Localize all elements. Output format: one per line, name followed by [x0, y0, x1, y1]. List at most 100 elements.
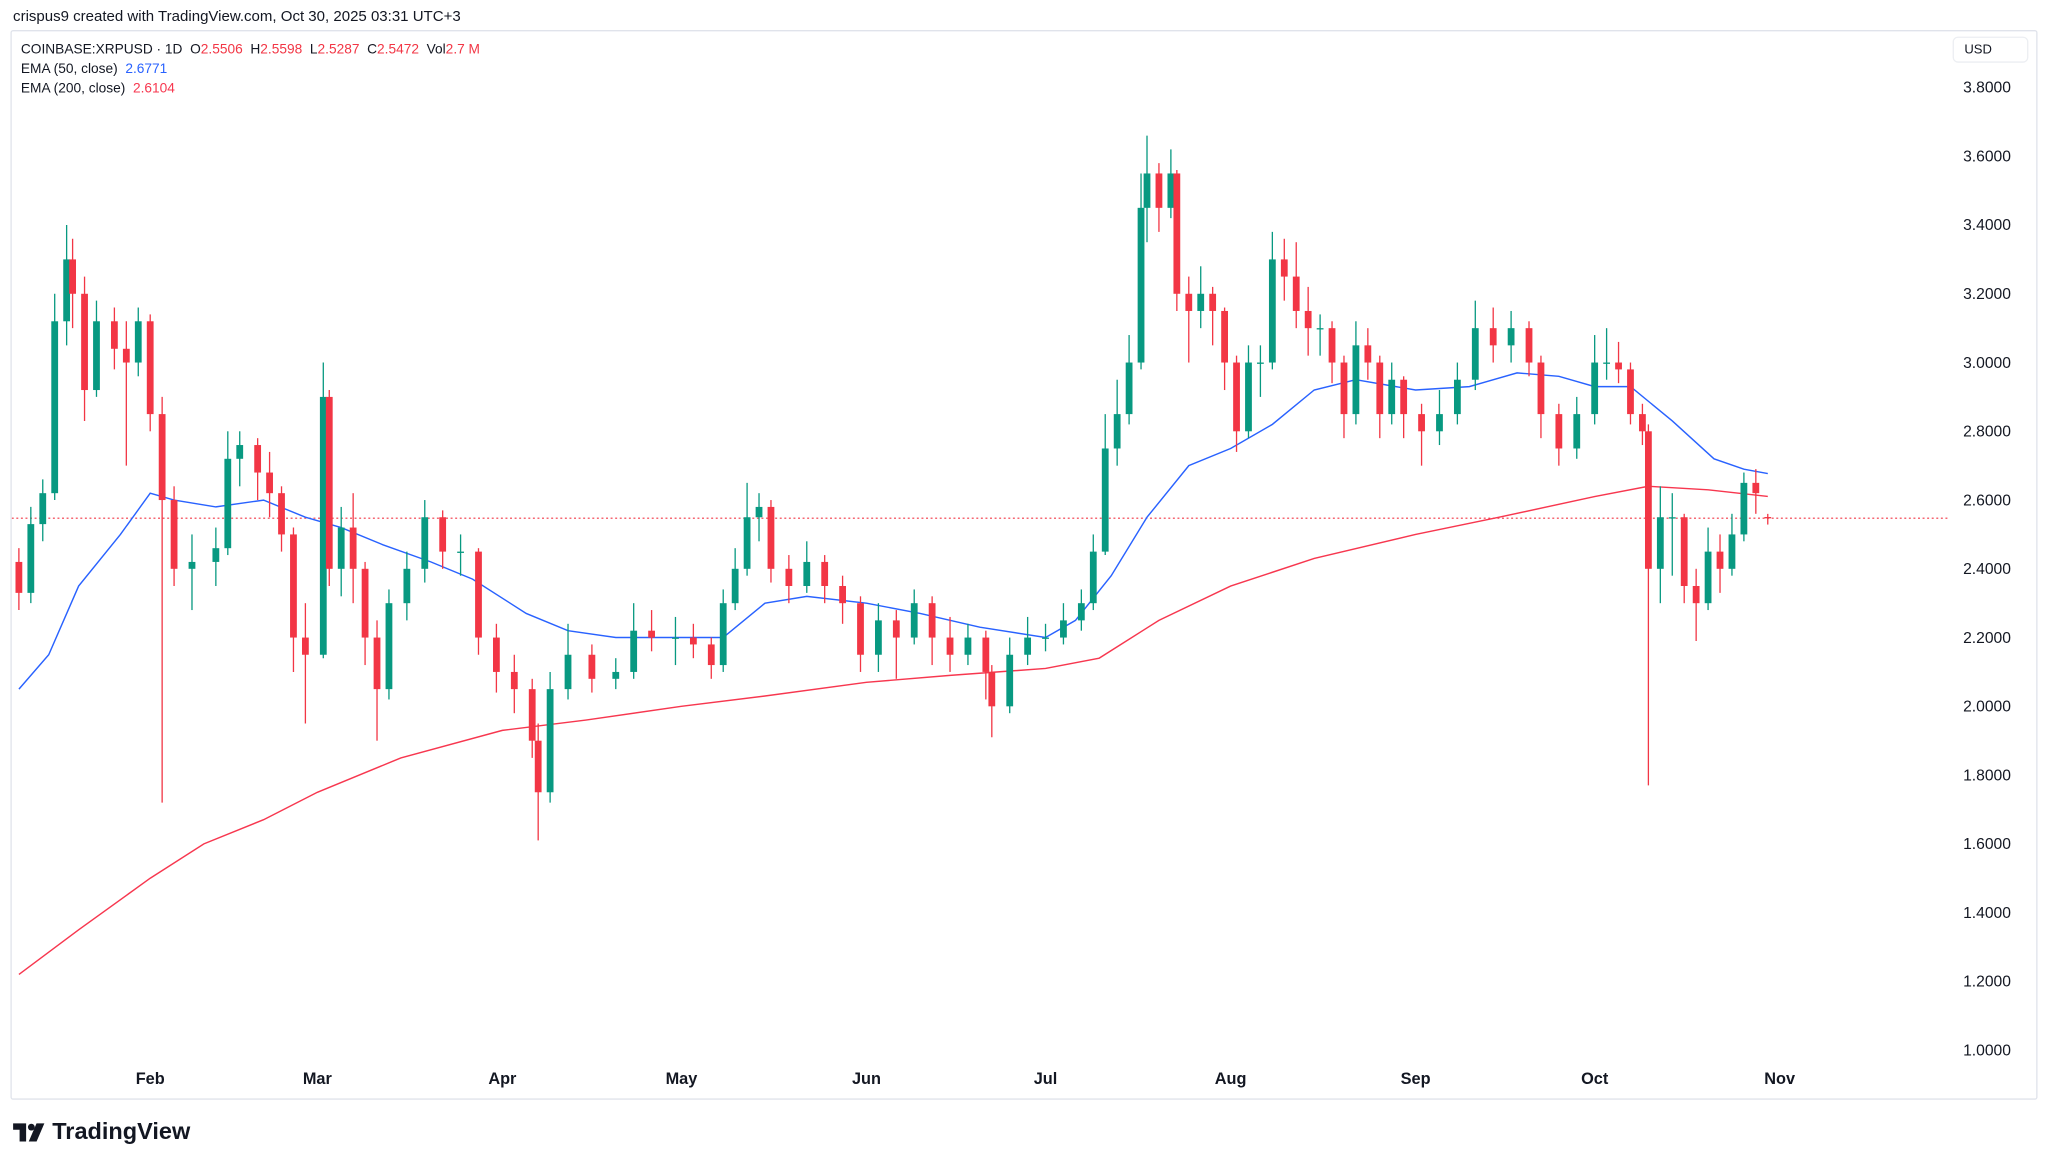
candle-body-down — [290, 534, 297, 638]
candle-body-down — [510, 671, 518, 690]
candle-body-down — [1400, 379, 1408, 415]
x-tick-label: Jun — [852, 1070, 881, 1088]
y-tick-label: 2.0000 — [1963, 699, 2011, 716]
y-tick-label: 2.2000 — [1963, 630, 2011, 647]
candle-body-down — [946, 637, 954, 655]
candle-body-up — [1042, 637, 1049, 639]
close-value: 2.5472 — [377, 41, 419, 58]
y-tick-label: 1.6000 — [1963, 836, 2011, 853]
candle-body-down — [857, 603, 864, 655]
candle-body-down — [1304, 310, 1312, 329]
candle-body-down — [373, 637, 381, 690]
candle-body-down — [1364, 345, 1372, 363]
candle-body-up — [1591, 362, 1599, 415]
candle-body-up — [93, 321, 100, 391]
candle-body-down — [146, 321, 154, 415]
candle-body-up — [1167, 173, 1175, 208]
candle-body-up — [1728, 534, 1736, 569]
candle-body-down — [1209, 293, 1217, 311]
candle-body-down — [301, 637, 309, 655]
currency-button[interactable]: USD — [1952, 36, 2029, 63]
candle-body-down — [266, 472, 273, 494]
candle-body-up — [1668, 517, 1676, 519]
symbol-label[interactable]: COINBASE:XRPUSD · 1D — [20, 41, 183, 58]
candle-body-up — [743, 517, 751, 569]
low-label: L — [309, 41, 318, 58]
candle-body-up — [134, 321, 142, 363]
candle-body-down — [1418, 414, 1425, 432]
candle-body-down — [1639, 414, 1646, 432]
candle-body-down — [110, 321, 118, 349]
candle-body-up — [403, 568, 411, 604]
candle-body-down — [361, 568, 369, 638]
candle-body-up — [421, 517, 429, 569]
candle-body-up — [188, 561, 196, 569]
candle-body-down — [1489, 328, 1497, 346]
candle-body-up — [731, 568, 739, 604]
candle-body-down — [439, 517, 447, 552]
candle-body-down — [988, 671, 996, 707]
close-label: C — [367, 41, 378, 58]
candle-body-down — [839, 585, 846, 604]
candle-body-down — [170, 500, 178, 569]
candle-body-down — [1155, 173, 1163, 208]
candle-body-up — [1089, 551, 1097, 604]
y-tick-label: 2.8000 — [1963, 424, 2011, 441]
high-value: 2.5598 — [260, 41, 303, 58]
candle-body-up — [27, 524, 35, 593]
candle-body-up — [755, 506, 763, 518]
candle-body-down — [1173, 173, 1181, 294]
ema200-line — [18, 485, 1768, 976]
candle-body-up — [1316, 328, 1324, 330]
x-tick-label: Apr — [488, 1070, 517, 1088]
candle-body-down — [1233, 362, 1240, 432]
tradingview-logo[interactable]: TradingView — [13, 1118, 190, 1145]
x-tick-label: Aug — [1215, 1070, 1247, 1088]
candle-body-down — [278, 493, 285, 535]
candle-body-up — [1137, 207, 1145, 363]
ema200-row[interactable]: EMA (200, close) 2.6104 — [21, 80, 480, 100]
candle-body-up — [1268, 259, 1276, 363]
candle-body-down — [81, 293, 88, 391]
candle-body-down — [1692, 585, 1700, 604]
y-tick-label: 1.4000 — [1963, 905, 2011, 922]
credit-line: crispus9 created with TradingView.com, O… — [13, 9, 461, 25]
candle-body-up — [612, 671, 620, 679]
candle-body-up — [564, 654, 572, 690]
candle-body-down — [1537, 362, 1545, 415]
candle-body-down — [588, 654, 596, 679]
chart-frame — [10, 30, 2038, 1100]
candle-body-down — [122, 348, 130, 363]
candle-body-up — [1113, 414, 1121, 449]
y-tick-label: 2.6000 — [1963, 492, 2011, 509]
candle-body-up — [1024, 637, 1032, 655]
ema50-value: 2.6771 — [125, 61, 168, 78]
x-tick-label: May — [666, 1070, 698, 1088]
candle-body-down — [158, 414, 166, 501]
candle-body-up — [875, 620, 882, 655]
candle-body-down — [1615, 362, 1622, 370]
candle-body-down — [1185, 293, 1193, 311]
candle-body-down — [325, 396, 333, 569]
candle-body-down — [1292, 276, 1300, 311]
candle-body-down — [892, 620, 900, 638]
x-tick-label: Sep — [1401, 1070, 1431, 1088]
candle-body-up — [1125, 362, 1133, 415]
x-tick-label: Feb — [136, 1070, 165, 1088]
ema50-row[interactable]: EMA (50, close) 2.6771 — [21, 60, 480, 80]
y-tick-label: 2.4000 — [1963, 561, 2011, 578]
candle-body-up — [1060, 620, 1067, 638]
candle-body-down — [1764, 517, 1772, 519]
candle-body-up — [1704, 551, 1712, 604]
candle-body-down — [821, 561, 829, 586]
candle-body-down — [767, 506, 775, 569]
candle-body-up — [1352, 345, 1360, 415]
candle-body-down — [349, 527, 357, 569]
candle-body-down — [69, 259, 77, 294]
candle-body-up — [224, 458, 232, 549]
low-value: 2.5287 — [317, 41, 360, 58]
candle-body-down — [928, 603, 936, 638]
candle-body-down — [1680, 517, 1688, 586]
